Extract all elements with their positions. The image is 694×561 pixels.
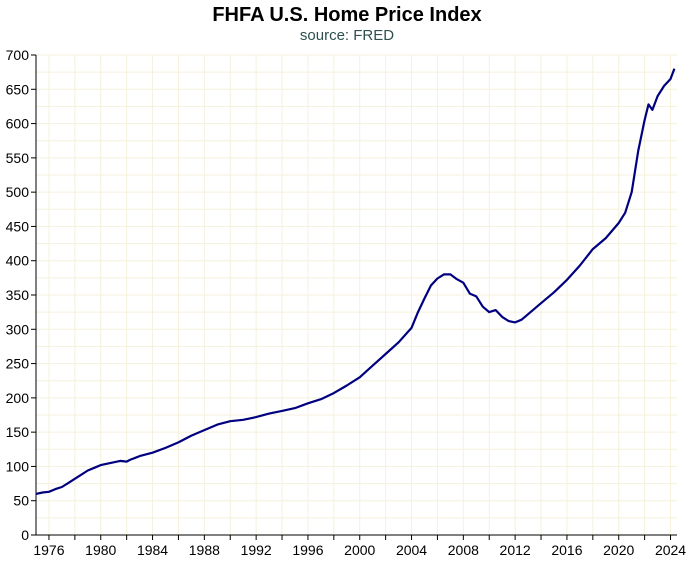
y-tick-label: 700 [6, 47, 30, 63]
y-tick-label: 500 [6, 184, 30, 200]
x-tick-label: 2024 [655, 542, 686, 558]
y-tick-label: 300 [6, 321, 30, 337]
chart-title: FHFA U.S. Home Price Index [212, 4, 482, 26]
y-tick-label: 50 [13, 493, 29, 509]
y-tick-label: 0 [21, 527, 29, 543]
y-tick-label: 100 [6, 458, 30, 474]
x-tick-label: 1980 [85, 542, 116, 558]
grid-lines [36, 54, 677, 535]
chart-subtitle: source: FRED [299, 27, 395, 44]
x-tick-label: 2020 [603, 542, 634, 558]
y-tick-label: 650 [6, 81, 30, 97]
y-tick-label: 400 [6, 253, 30, 269]
x-tick-label: 2016 [551, 542, 582, 558]
y-tick-label: 150 [6, 424, 30, 440]
x-tick-label: 1988 [189, 542, 220, 558]
x-tick-label: 1976 [33, 542, 64, 558]
series-layer [35, 68, 676, 495]
x-tick-label: 2008 [448, 542, 479, 558]
x-tick-label: 1992 [241, 542, 272, 558]
x-tick-label: 2012 [500, 542, 531, 558]
x-tick-label: 1996 [292, 542, 323, 558]
y-tick-label: 600 [6, 116, 30, 132]
y-tick-label: 200 [6, 390, 30, 406]
axes: 0 50 100 150 200 250 300 350 400 450 500 550 600 650 7… [6, 47, 687, 558]
series-line [35, 68, 676, 495]
x-tick-label: 1984 [137, 542, 168, 558]
x-tick-label: 2004 [396, 542, 427, 558]
x-tick-label: 2000 [344, 542, 375, 558]
y-tick-label: 350 [6, 287, 30, 303]
y-tick-label: 450 [6, 218, 30, 234]
y-tick-label: 250 [6, 356, 30, 372]
y-tick-label: 550 [6, 150, 30, 166]
